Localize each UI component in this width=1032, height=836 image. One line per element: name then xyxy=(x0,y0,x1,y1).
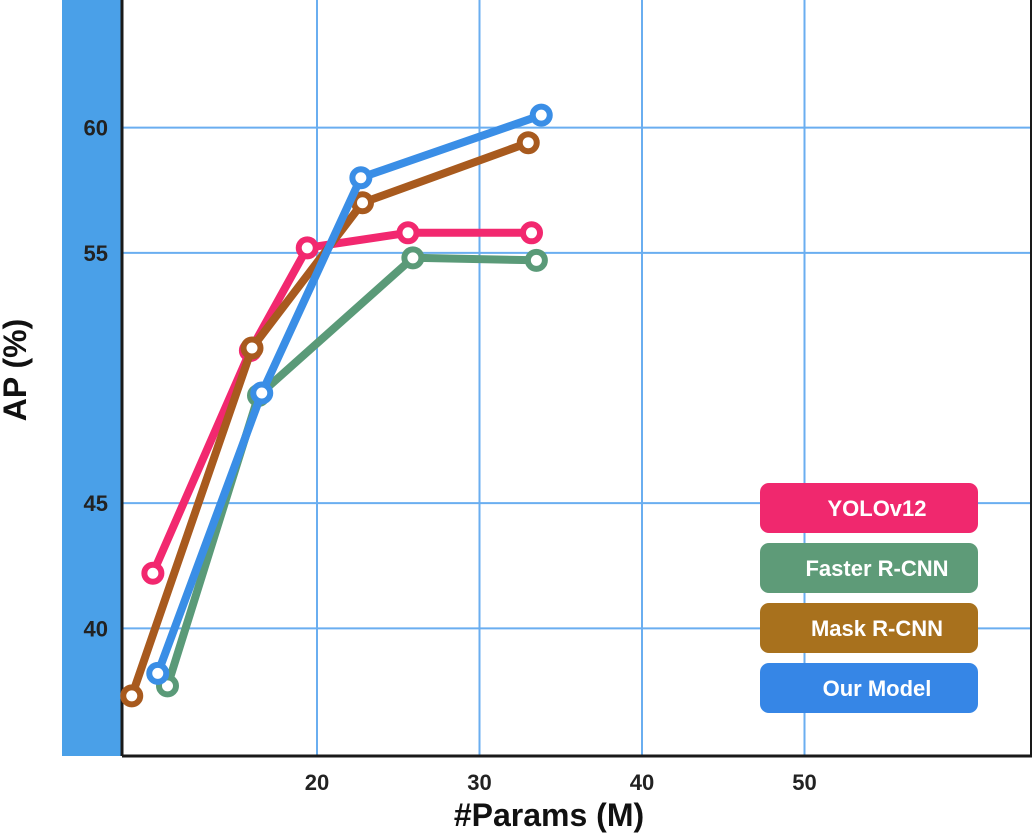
data-point-our-model xyxy=(349,166,373,190)
series-our-model xyxy=(146,103,553,685)
x-axis-title: #Params (M) xyxy=(454,797,644,833)
y-tick-label: 40 xyxy=(84,616,108,641)
data-point-our-model xyxy=(250,381,274,405)
data-point-mask-r-cnn xyxy=(120,684,144,708)
legend: YOLOv12 Faster R-CNN Mask R-CNN Our Model xyxy=(760,483,978,713)
data-point-yolov12 xyxy=(295,236,319,260)
y-tick-label: 45 xyxy=(84,491,108,516)
data-point-our-model xyxy=(146,661,170,685)
legend-swatch-yolov12 xyxy=(760,483,978,533)
legend-label-our-model: Our Model xyxy=(823,676,932,701)
left-color-band xyxy=(62,0,122,756)
series-line-our-model xyxy=(153,111,546,678)
x-tick-label: 50 xyxy=(792,770,816,795)
legend-swatch-mask-r-cnn xyxy=(760,603,978,653)
x-tick-label: 20 xyxy=(305,770,329,795)
data-point-mask-r-cnn xyxy=(240,336,264,360)
data-point-faster-r-cnn xyxy=(401,246,425,270)
data-point-faster-r-cnn xyxy=(524,248,548,272)
data-point-yolov12 xyxy=(520,221,543,245)
data-point-yolov12 xyxy=(141,561,165,585)
series-line-faster-r-cnn xyxy=(163,253,541,690)
y-tick-label: 55 xyxy=(84,241,108,266)
series-layer xyxy=(120,103,553,708)
data-point-our-model xyxy=(529,103,553,127)
data-point-yolov12 xyxy=(396,221,420,245)
series-mask-r-cnn xyxy=(120,131,540,708)
legend-label-mask-r-cnn: Mask R-CNN xyxy=(811,616,943,641)
x-tick-label: 30 xyxy=(467,770,491,795)
x-tick-label: 40 xyxy=(630,770,654,795)
y-tick-label: 60 xyxy=(84,116,108,141)
legend-label-faster-r-cnn: Faster R-CNN xyxy=(805,556,948,581)
y-axis-title: AP (%) xyxy=(0,319,33,422)
axes: 20 30 40 50 40 45 55 60 xyxy=(84,0,1032,795)
legend-label-yolov12: YOLOv12 xyxy=(827,496,926,521)
data-point-mask-r-cnn xyxy=(516,131,540,155)
data-point-mask-r-cnn xyxy=(351,191,374,215)
legend-swatch-faster-r-cnn xyxy=(760,543,978,593)
legend-swatch-our-model xyxy=(760,663,978,713)
series-line-mask-r-cnn xyxy=(127,138,533,700)
